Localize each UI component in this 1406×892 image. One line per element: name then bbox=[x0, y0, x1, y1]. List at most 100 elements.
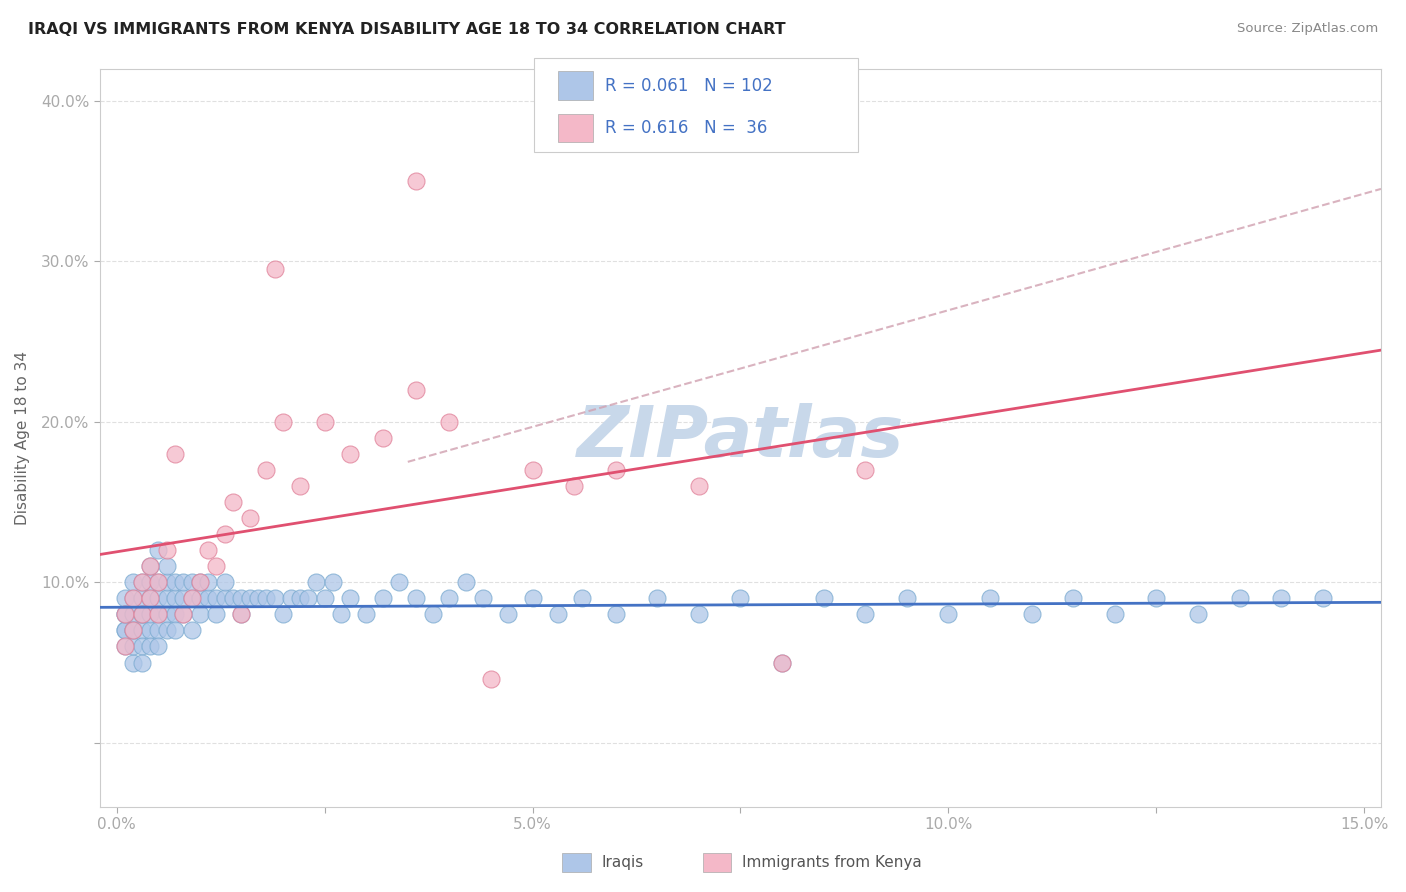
Point bbox=[148, 575, 170, 590]
Point bbox=[1229, 591, 1251, 606]
Point bbox=[205, 607, 228, 622]
Point bbox=[522, 591, 544, 606]
Point bbox=[439, 591, 461, 606]
Text: R = 0.616   N =  36: R = 0.616 N = 36 bbox=[605, 120, 766, 137]
Point bbox=[562, 479, 585, 493]
Point bbox=[439, 415, 461, 429]
Point bbox=[139, 559, 162, 574]
Point bbox=[114, 640, 136, 654]
Point bbox=[254, 591, 277, 606]
Point bbox=[405, 591, 427, 606]
Point bbox=[214, 591, 236, 606]
Point bbox=[571, 591, 593, 606]
Point bbox=[339, 591, 361, 606]
Point bbox=[853, 463, 876, 477]
Point bbox=[263, 591, 285, 606]
Point bbox=[1187, 607, 1209, 622]
Point bbox=[172, 575, 194, 590]
Point bbox=[896, 591, 918, 606]
Point bbox=[1312, 591, 1334, 606]
Point bbox=[813, 591, 835, 606]
Point bbox=[605, 463, 627, 477]
Point bbox=[479, 672, 502, 686]
Point bbox=[131, 607, 153, 622]
Point bbox=[148, 607, 170, 622]
Point bbox=[122, 575, 145, 590]
Point bbox=[979, 591, 1001, 606]
Point bbox=[247, 591, 270, 606]
Text: Source: ZipAtlas.com: Source: ZipAtlas.com bbox=[1237, 22, 1378, 36]
Text: Immigrants from Kenya: Immigrants from Kenya bbox=[742, 855, 922, 870]
Point bbox=[180, 575, 202, 590]
Point bbox=[163, 575, 186, 590]
Point bbox=[155, 543, 177, 558]
Point bbox=[314, 415, 336, 429]
Point bbox=[371, 591, 394, 606]
Y-axis label: Disability Age 18 to 34: Disability Age 18 to 34 bbox=[15, 351, 30, 524]
Point bbox=[155, 575, 177, 590]
Point bbox=[131, 607, 153, 622]
Point bbox=[139, 607, 162, 622]
Point bbox=[163, 591, 186, 606]
Point bbox=[1270, 591, 1292, 606]
Point bbox=[139, 640, 162, 654]
Point bbox=[1104, 607, 1126, 622]
Point bbox=[605, 607, 627, 622]
Point bbox=[114, 624, 136, 638]
Point bbox=[405, 174, 427, 188]
Point bbox=[271, 415, 294, 429]
Point bbox=[114, 607, 136, 622]
Point bbox=[122, 656, 145, 670]
Point bbox=[180, 591, 202, 606]
Point bbox=[730, 591, 752, 606]
Point bbox=[122, 607, 145, 622]
Point bbox=[314, 591, 336, 606]
Point bbox=[231, 607, 253, 622]
Point bbox=[853, 607, 876, 622]
Point bbox=[114, 607, 136, 622]
Point bbox=[231, 591, 253, 606]
Point bbox=[122, 624, 145, 638]
Point bbox=[155, 607, 177, 622]
Point bbox=[148, 591, 170, 606]
Point bbox=[647, 591, 669, 606]
Point bbox=[322, 575, 344, 590]
Point bbox=[148, 607, 170, 622]
Point bbox=[131, 575, 153, 590]
Point bbox=[254, 463, 277, 477]
Point bbox=[139, 591, 162, 606]
Point bbox=[471, 591, 494, 606]
Point bbox=[148, 575, 170, 590]
Point bbox=[388, 575, 411, 590]
Point bbox=[1062, 591, 1084, 606]
Point bbox=[938, 607, 960, 622]
Point bbox=[148, 640, 170, 654]
Point bbox=[263, 262, 285, 277]
Point bbox=[131, 640, 153, 654]
Text: ZIPatlas: ZIPatlas bbox=[576, 403, 904, 472]
Point bbox=[547, 607, 569, 622]
Point bbox=[163, 607, 186, 622]
Point bbox=[131, 656, 153, 670]
Point bbox=[222, 591, 245, 606]
Point bbox=[239, 591, 262, 606]
Text: R = 0.061   N = 102: R = 0.061 N = 102 bbox=[605, 77, 772, 95]
Point bbox=[188, 591, 211, 606]
Point bbox=[188, 575, 211, 590]
Point bbox=[339, 447, 361, 461]
Point bbox=[131, 591, 153, 606]
Point bbox=[114, 640, 136, 654]
Point bbox=[197, 543, 219, 558]
Point bbox=[163, 447, 186, 461]
Point bbox=[155, 591, 177, 606]
Point bbox=[288, 591, 311, 606]
Point bbox=[222, 495, 245, 509]
Point bbox=[271, 607, 294, 622]
Point bbox=[155, 559, 177, 574]
Point bbox=[122, 591, 145, 606]
Point bbox=[522, 463, 544, 477]
Point bbox=[288, 479, 311, 493]
Point bbox=[405, 383, 427, 397]
Point bbox=[770, 656, 793, 670]
Point bbox=[305, 575, 328, 590]
